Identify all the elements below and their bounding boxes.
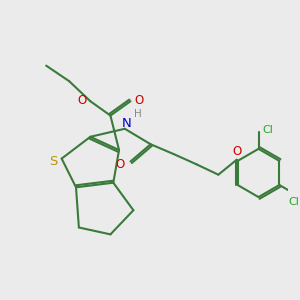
Text: Cl: Cl xyxy=(262,125,273,136)
Text: S: S xyxy=(49,155,57,168)
Text: O: O xyxy=(78,94,87,106)
Text: O: O xyxy=(116,158,125,171)
Text: N: N xyxy=(122,116,132,130)
Text: H: H xyxy=(134,109,141,119)
Text: Cl: Cl xyxy=(289,197,300,207)
Text: O: O xyxy=(232,145,241,158)
Text: O: O xyxy=(134,94,143,106)
